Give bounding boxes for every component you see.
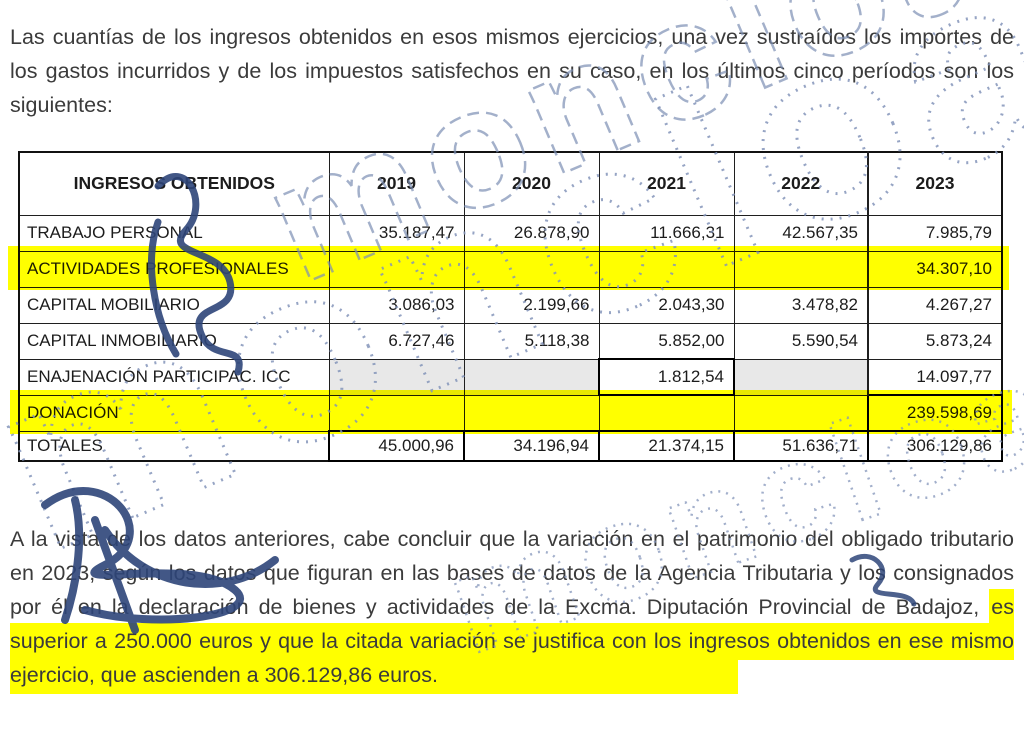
cell-value: 34.196,94 — [463, 430, 600, 462]
row-label: CAPITAL MOBILIARIO — [18, 286, 330, 324]
table-header-2022: 2022 — [733, 151, 869, 216]
table-row-enajenacion-participac-icc: ENAJENACIÓN PARTICIPAC. ICC 1.812,54 14.… — [18, 358, 1003, 396]
intro-paragraph: Las cuantías de los ingresos obtenidos e… — [10, 25, 1014, 117]
cell-value — [598, 250, 735, 288]
table-row-totales: TOTALES 45.000,96 34.196,94 21.374,15 51… — [18, 430, 1003, 462]
table-header-2019: 2019 — [328, 151, 465, 216]
cell-value: 5.873,24 — [867, 322, 1003, 360]
table-header-row: INGRESOS OBTENIDOS 2019 2020 2021 2022 2… — [18, 151, 1003, 216]
cell-value: 34.307,10 — [867, 250, 1003, 288]
cell-value: 306.129,86 — [867, 430, 1003, 462]
cell-value: 14.097,77 — [867, 358, 1003, 396]
cell-value — [463, 394, 600, 432]
row-label: CAPITAL INMOBILIARIO — [18, 322, 330, 360]
cell-value: 3.086,03 — [328, 286, 465, 324]
cell-value — [328, 394, 465, 432]
cell-value: 5.590,54 — [733, 322, 869, 360]
cell-value: 11.666,31 — [598, 214, 735, 252]
cell-value: 2.199,66 — [463, 286, 600, 324]
conclusion-normal-text: A la vista de los datos anteriores, cabe… — [10, 527, 1014, 619]
table-header-2023: 2023 — [867, 151, 1003, 216]
row-label: ENAJENACIÓN PARTICIPAC. ICC — [18, 358, 330, 396]
cell-value — [733, 250, 869, 288]
cell-value — [328, 250, 465, 288]
cell-value: 7.985,79 — [867, 214, 1003, 252]
income-table: INGRESOS OBTENIDOS 2019 2020 2021 2022 2… — [18, 151, 1003, 462]
row-label: TRABAJO PERSONAL — [18, 214, 330, 252]
cell-value: 5.118,38 — [463, 322, 600, 360]
cell-value: 51.636,71 — [733, 430, 869, 462]
table-row-capital-mobiliario: CAPITAL MOBILIARIO 3.086,03 2.199,66 2.0… — [18, 286, 1003, 324]
cell-value — [328, 358, 465, 396]
table-row-capital-inmobiliario: CAPITAL INMOBILIARIO 6.727,46 5.118,38 5… — [18, 322, 1003, 360]
cell-value — [733, 394, 869, 432]
table-row-donacion: DONACIÓN 239.598,69 — [18, 394, 1003, 432]
cell-value: 239.598,69 — [867, 394, 1003, 432]
table-row-actividades-profesionales: ACTIVIDADES PROFESIONALES 34.307,10 — [18, 250, 1003, 288]
row-label: TOTALES — [18, 430, 330, 462]
cell-value — [733, 358, 869, 396]
cell-value: 21.374,15 — [598, 430, 735, 462]
cell-value — [598, 394, 735, 432]
row-label: DONACIÓN — [18, 394, 330, 432]
row-label: ACTIVIDADES PROFESIONALES — [18, 250, 330, 288]
cell-value: 3.478,82 — [733, 286, 869, 324]
cell-value: 26.878,90 — [463, 214, 600, 252]
cell-value — [463, 250, 600, 288]
table-header-2021: 2021 — [598, 151, 735, 216]
cell-value: 5.852,00 — [598, 322, 735, 360]
cell-value: 35.187,47 — [328, 214, 465, 252]
cell-value: 2.043,30 — [598, 286, 735, 324]
cell-value: 4.267,27 — [867, 286, 1003, 324]
table-row-trabajo-personal: TRABAJO PERSONAL 35.187,47 26.878,90 11.… — [18, 214, 1003, 252]
cell-value: 1.812,54 — [598, 358, 735, 396]
table-header-ingresos: INGRESOS OBTENIDOS — [18, 151, 330, 216]
cell-value: 6.727,46 — [328, 322, 465, 360]
cell-value: 45.000,96 — [328, 430, 465, 462]
cell-value — [463, 358, 600, 396]
table-header-2020: 2020 — [463, 151, 600, 216]
cell-value: 42.567,35 — [733, 214, 869, 252]
conclusion-paragraph: A la vista de los datos anteriores, cabe… — [10, 522, 1014, 694]
